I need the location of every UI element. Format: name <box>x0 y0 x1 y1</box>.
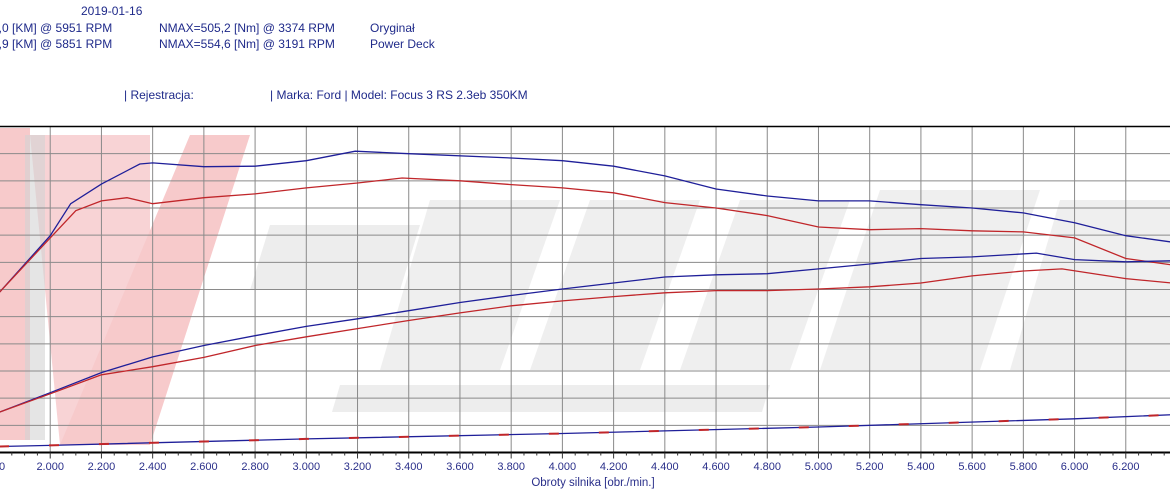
x-tick-label: 5.200 <box>856 461 884 473</box>
x-tick-label: 4.800 <box>753 461 781 473</box>
x-tick-label: 5.600 <box>958 461 986 473</box>
run-1-name: Oryginał <box>370 21 415 35</box>
test-date: 2019-01-16 <box>81 4 143 18</box>
x-tick-labels: 00 2.000 2.200 2.400 2.600 2.800 3.000 3.200 3.4… <box>0 461 1140 473</box>
x-tick-label: 4.600 <box>702 461 730 473</box>
run-2-torque: NMAX=554,6 [Nm] @ 3191 RPM <box>159 37 335 51</box>
x-axis-label: Obroty silnika [obr./min.] <box>531 477 654 489</box>
x-tick-label: 00 <box>0 461 5 473</box>
x-tick-label: 3.400 <box>395 461 423 473</box>
vehicle-info: | Marka: Ford | Model: Focus 3 RS 2.3eb … <box>270 88 528 102</box>
x-tick-label: 2.000 <box>36 461 64 473</box>
power-curve <box>0 268 1170 413</box>
x-tick-label: 4.000 <box>549 461 577 473</box>
registration-label: | Rejestracja: <box>124 88 194 102</box>
x-tick-label: 2.600 <box>190 461 218 473</box>
run-1-power: 0,0 [KM] @ 5951 RPM <box>0 21 113 35</box>
loss-curve <box>0 414 1170 448</box>
run-2-name: Power Deck <box>370 37 435 51</box>
x-tick-label: 6.000 <box>1061 461 1089 473</box>
x-tick-label: 6.200 <box>1112 461 1140 473</box>
x-tick-label: 2.400 <box>139 461 167 473</box>
x-tick-label: 5.800 <box>1010 461 1038 473</box>
series-lines <box>0 150 1170 448</box>
loss-curve <box>0 413 1170 448</box>
x-tick-label: 5.400 <box>907 461 935 473</box>
x-tick-label: 3.200 <box>344 461 372 473</box>
x-tick-label: 3.800 <box>497 461 525 473</box>
x-tick-label: 4.200 <box>600 461 628 473</box>
x-tick-label: 2.200 <box>88 461 116 473</box>
torque-curve <box>0 150 1170 293</box>
x-tick-label: 5.000 <box>805 461 833 473</box>
run-2-power: 6,9 [KM] @ 5851 RPM <box>0 37 113 51</box>
x-tick-label: 2.800 <box>241 461 269 473</box>
run-1-torque: NMAX=505,2 [Nm] @ 3374 RPM <box>159 21 335 35</box>
torque-curve <box>0 177 1170 293</box>
x-tick-label: 3.600 <box>446 461 474 473</box>
x-tick-label: 3.000 <box>293 461 321 473</box>
x-tick-label: 4.400 <box>651 461 679 473</box>
x-axis <box>0 451 1170 459</box>
power-curve <box>0 252 1170 413</box>
